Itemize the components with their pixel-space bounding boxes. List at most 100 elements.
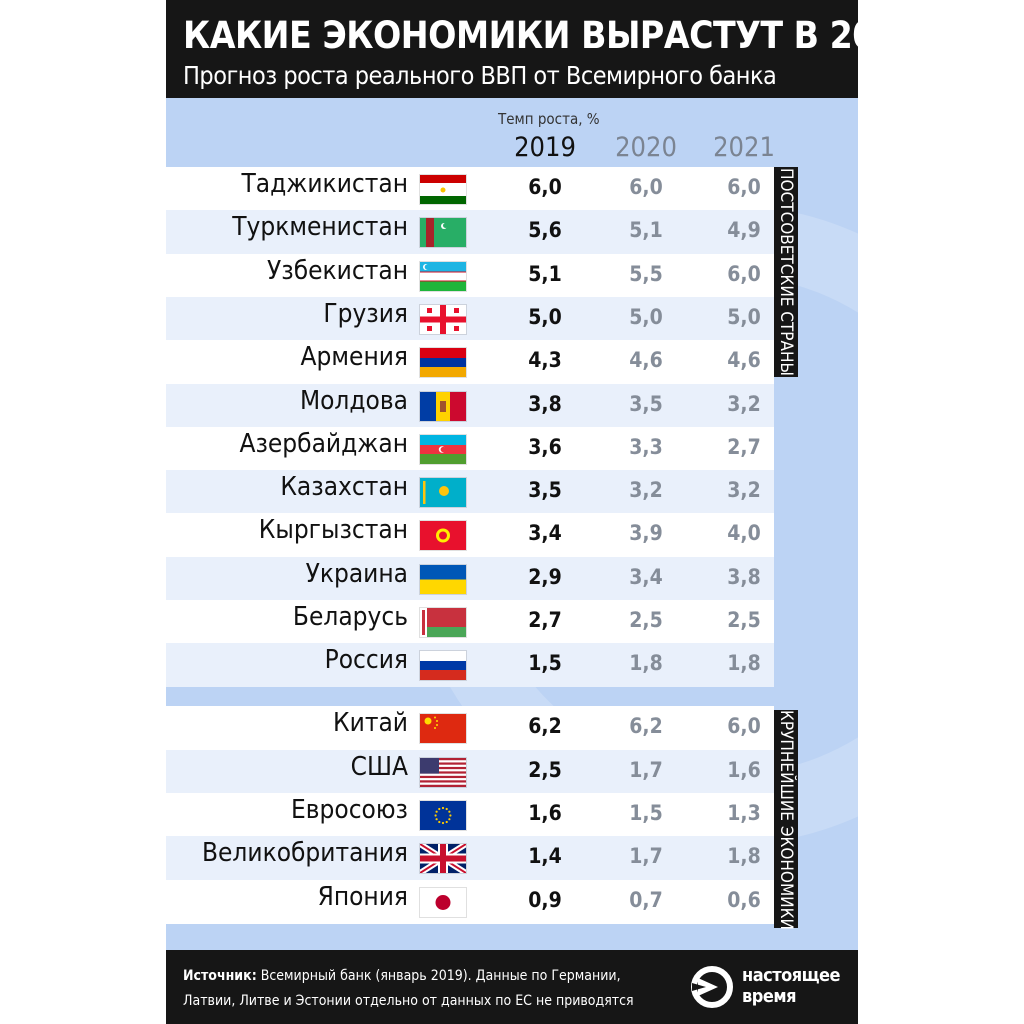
value-2020: 6,0: [629, 175, 663, 199]
value-2020: 5,5: [629, 261, 663, 286]
table-row: Кыргызстан 3,4 3,9 4,0: [166, 513, 774, 558]
value-2019: 2,7: [528, 608, 562, 632]
value-2019: 3,6: [528, 434, 562, 459]
group-label-post-soviet: ПОСТСОВЕТСКИЕ СТРАНЫ: [774, 167, 798, 377]
value-2021: 6,0: [727, 175, 761, 199]
flag-tajikistan-icon: [420, 175, 466, 204]
value-2019: 5,1: [528, 261, 562, 286]
table-row: Украина 2,9 3,4 3,8: [166, 556, 774, 601]
flag-kazakhstan-icon: [420, 478, 466, 508]
flag-armenia-icon: [420, 348, 466, 378]
flag-uk-icon: [420, 844, 466, 874]
table-row: Китай 6,2 6,2 6,0: [166, 706, 774, 751]
value-2020: 3,5: [629, 391, 663, 416]
flag-eu-icon: [420, 800, 466, 830]
value-2020: 1,5: [629, 800, 663, 825]
year-header-2020: 2020: [615, 132, 677, 163]
value-2021: 1,8: [727, 844, 761, 869]
value-2021: 6,0: [727, 714, 761, 739]
value-2019: 3,8: [528, 391, 562, 416]
value-2019: 6,2: [528, 714, 562, 739]
year-header-2021: 2021: [713, 132, 775, 163]
group-label-largest-economies: КРУПНЕЙШИЕ ЭКОНОМИКИ: [774, 710, 798, 930]
flag-turkmenistan-icon: [420, 218, 466, 248]
value-2019: 5,6: [528, 218, 562, 243]
country-name: Россия: [324, 645, 408, 676]
flag-china-icon: [420, 714, 466, 744]
flag-uzbekistan-icon: [420, 261, 466, 291]
table-row: Узбекистан 5,1 5,5 6,0: [166, 253, 774, 298]
value-2019: 0,9: [528, 887, 562, 912]
table-row: США 2,5 1,7 1,6: [166, 749, 774, 794]
country-name: Азербайджан: [239, 428, 408, 459]
table-row: Грузия 5,0 5,0 5,0: [166, 296, 774, 341]
value-2020: 5,1: [629, 218, 663, 243]
value-2021: 2,5: [727, 608, 761, 632]
table-row: Азербайджан 3,6 3,3 2,7: [166, 426, 774, 471]
flag-russia-icon: [420, 651, 466, 681]
country-name: Молдова: [299, 385, 408, 416]
value-2021: 4,9: [727, 218, 761, 243]
value-2020: 1,7: [629, 757, 663, 782]
country-name: Казахстан: [280, 472, 408, 503]
table-row: Молдова 3,8 3,5 3,2: [166, 383, 774, 428]
value-2020: 2,5: [629, 608, 663, 632]
country-name: Грузия: [323, 298, 408, 329]
value-2020: 3,9: [629, 521, 663, 546]
value-2019: 3,4: [528, 521, 562, 546]
table-row: Россия 1,5 1,8 1,8: [166, 643, 774, 688]
value-2019: 1,5: [528, 651, 562, 676]
value-2020: 3,4: [629, 564, 663, 589]
value-2020: 5,0: [629, 304, 663, 329]
value-2019: 2,5: [528, 757, 562, 782]
country-name: Евросоюз: [290, 794, 408, 825]
table-row: Таджикистан 6,0 6,0 6,0: [166, 167, 774, 211]
footer: Источник: Всемирный банк (январь 2019). …: [166, 950, 858, 1024]
value-2020: 3,3: [629, 434, 663, 459]
logo-icon: [690, 965, 734, 1009]
flag-moldova-icon: [420, 391, 466, 421]
country-name: Великобритания: [201, 838, 408, 869]
table-row: Армения 4,3 4,6 4,6: [166, 340, 774, 385]
page-subtitle: Прогноз роста реального ВВП от Всемирног…: [183, 61, 777, 90]
value-2020: 3,2: [629, 478, 663, 503]
value-2019: 4,3: [528, 348, 562, 373]
value-2021: 1,3: [727, 800, 761, 825]
country-name: Таджикистан: [241, 169, 409, 199]
value-2020: 1,7: [629, 844, 663, 869]
flag-usa-icon: [420, 757, 466, 787]
flag-ukraine-icon: [420, 564, 466, 594]
source-note: Источник: Всемирный банк (январь 2019). …: [183, 968, 634, 1009]
country-name: США: [350, 751, 408, 782]
value-2021: 0,6: [727, 887, 761, 912]
unit-label: Темп роста, %: [498, 110, 600, 128]
country-name: Беларусь: [292, 602, 408, 632]
value-2021: 5,0: [727, 304, 761, 329]
value-2019: 6,0: [528, 175, 562, 199]
country-name: Китай: [333, 708, 408, 739]
value-2021: 6,0: [727, 261, 761, 286]
value-2020: 4,6: [629, 348, 663, 373]
country-name: Япония: [317, 881, 408, 912]
page-title: КАКИЕ ЭКОНОМИКИ ВЫРАСТУТ В 2019: [183, 14, 858, 57]
value-2020: 6,2: [629, 714, 663, 739]
country-name: Узбекистан: [267, 255, 408, 286]
year-header-2019: 2019: [514, 132, 576, 163]
country-name: Украина: [305, 558, 408, 589]
table-row: Туркменистан 5,6 5,1 4,9: [166, 210, 774, 255]
value-2019: 2,9: [528, 564, 562, 589]
value-2021: 4,6: [727, 348, 761, 373]
logo-text: настоящее время: [742, 965, 841, 1007]
value-2021: 3,2: [727, 478, 761, 503]
value-2019: 5,0: [528, 304, 562, 329]
value-2021: 1,8: [727, 651, 761, 676]
flag-japan-icon: [420, 887, 466, 917]
infographic-card: КАКИЕ ЭКОНОМИКИ ВЫРАСТУТ В 2019 Прогноз …: [166, 0, 858, 1024]
value-2021: 3,2: [727, 391, 761, 416]
country-name: Туркменистан: [232, 212, 408, 243]
flag-kyrgyzstan-icon: [420, 521, 466, 551]
value-2020: 1,8: [629, 651, 663, 676]
value-2021: 3,8: [727, 564, 761, 589]
value-2020: 0,7: [629, 887, 663, 912]
country-name: Кыргызстан: [258, 515, 408, 546]
